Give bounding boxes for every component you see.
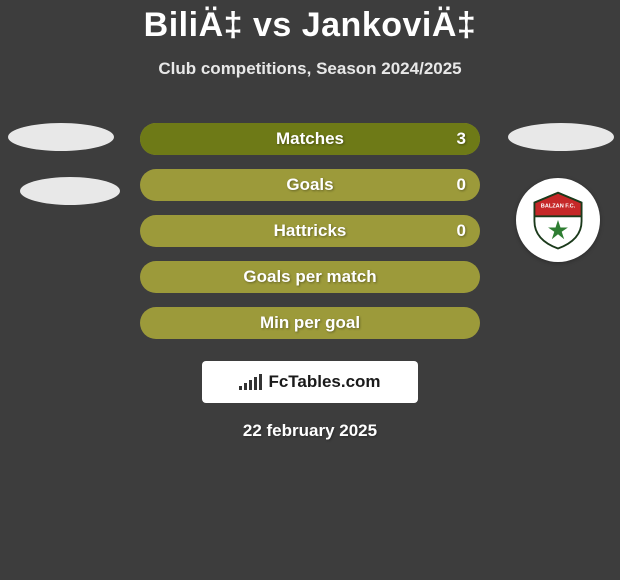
- club-badge-right: BALZAN F.C.: [516, 178, 600, 262]
- page-title: BiliÄ‡ vs JankoviÄ‡: [0, 0, 620, 45]
- date-label: 22 february 2025: [0, 421, 620, 441]
- player-left-placeholder-2: [20, 177, 120, 205]
- stat-label: Goals per match: [243, 267, 376, 287]
- bar-icon-segment: [249, 380, 252, 390]
- bar-icon-segment: [244, 383, 247, 390]
- player-right-placeholder: [508, 123, 614, 151]
- stat-value-right: 0: [457, 221, 466, 241]
- stat-label: Matches: [276, 129, 344, 149]
- balzan-fc-icon: BALZAN F.C.: [527, 189, 589, 251]
- bars-icon: [239, 374, 262, 390]
- attribution-text: FcTables.com: [268, 372, 380, 392]
- stat-row: Hattricks 0: [140, 215, 480, 247]
- player-left-placeholder-1: [8, 123, 114, 151]
- stat-row: Matches 3: [140, 123, 480, 155]
- stat-label: Hattricks: [274, 221, 347, 241]
- bar-icon-segment: [239, 386, 242, 390]
- stat-label: Goals: [286, 175, 333, 195]
- stat-row: Min per goal: [140, 307, 480, 339]
- bar-icon-segment: [254, 377, 257, 390]
- bar-icon-segment: [259, 374, 262, 390]
- attribution-badge: FcTables.com: [202, 361, 418, 403]
- stat-row: Goals 0: [140, 169, 480, 201]
- stat-row: Goals per match: [140, 261, 480, 293]
- stat-value-right: 0: [457, 175, 466, 195]
- stat-label: Min per goal: [260, 313, 360, 333]
- page-subtitle: Club competitions, Season 2024/2025: [0, 59, 620, 79]
- svg-text:BALZAN F.C.: BALZAN F.C.: [541, 204, 576, 210]
- stat-value-right: 3: [457, 129, 466, 149]
